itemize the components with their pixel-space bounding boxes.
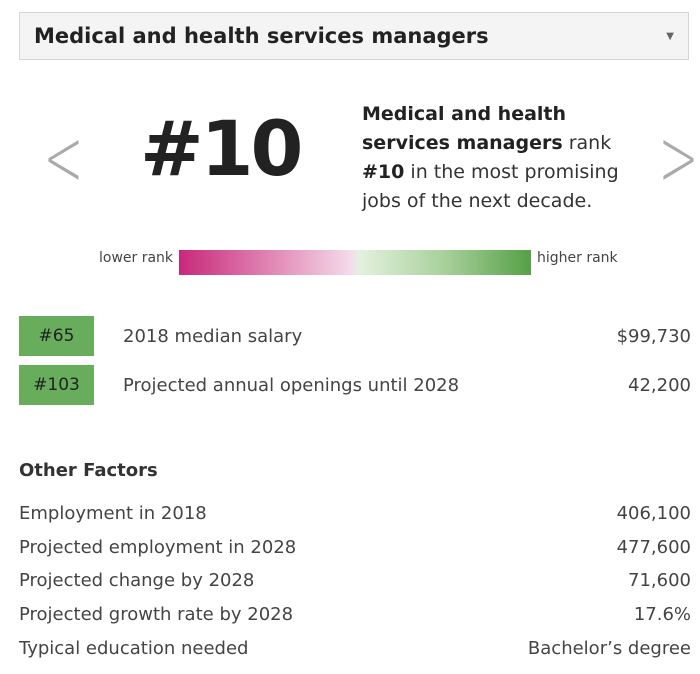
- factor-value: 477,600: [616, 537, 691, 558]
- rank-description: Medical and health services managers ran…: [362, 100, 637, 216]
- factor-label: Typical education needed: [19, 638, 249, 659]
- factor-label: Projected change by 2028: [19, 570, 255, 591]
- row-value: 42,200: [628, 374, 691, 396]
- legend-low: lower rank: [99, 250, 174, 266]
- factor-value: Bachelor’s degree: [527, 638, 691, 659]
- row-value: $99,730: [616, 325, 691, 347]
- rank-number: #10: [140, 104, 303, 193]
- ranked-row: #103 Projected annual openings until 202…: [19, 365, 691, 405]
- desc-text-end: in the most promising jobs of the next d…: [362, 161, 619, 212]
- factor-row: Employment in 2018 406,100: [19, 503, 691, 524]
- other-factors-title: Other Factors: [19, 460, 158, 481]
- row-label: 2018 median salary: [123, 325, 303, 347]
- ranked-row: #65 2018 median salary $99,730: [19, 316, 691, 356]
- factor-row: Projected employment in 2028 477,600: [19, 537, 691, 558]
- factor-row: Projected change by 2028 71,600: [19, 570, 691, 591]
- factor-value: 17.6%: [633, 604, 691, 625]
- legend-high: higher rank: [537, 250, 618, 266]
- factor-row: Projected growth rate by 2028 17.6%: [19, 604, 691, 625]
- desc-rank: #10: [362, 161, 405, 183]
- chevron-down-icon: ▼: [666, 30, 674, 42]
- rank-badge: #103: [19, 365, 94, 405]
- occupation-select[interactable]: Medical and health services managers ▼: [19, 12, 689, 60]
- desc-text: rank: [562, 132, 612, 154]
- prev-arrow-icon[interactable]: <: [43, 111, 84, 204]
- rank-badge: #65: [19, 316, 94, 356]
- factor-row: Typical education needed Bachelor’s degre…: [19, 638, 691, 659]
- factor-label: Employment in 2018: [19, 503, 207, 524]
- selected-occupation: Medical and health services managers: [34, 24, 489, 48]
- next-arrow-icon[interactable]: >: [658, 111, 699, 204]
- factor-label: Projected growth rate by 2028: [19, 604, 294, 625]
- factor-value: 71,600: [628, 570, 691, 591]
- rank-gradient-scale: [179, 250, 531, 275]
- factor-value: 406,100: [616, 503, 691, 524]
- factor-label: Projected employment in 2028: [19, 537, 297, 558]
- occupation-name: Medical and health services managers: [362, 103, 567, 154]
- row-label: Projected annual openings until 2028: [123, 374, 460, 396]
